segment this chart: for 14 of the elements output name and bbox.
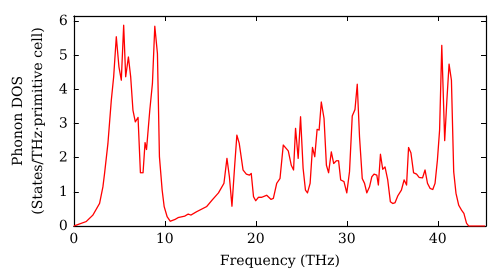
y-tick-label: 0	[58, 218, 68, 234]
y-axis-title: Phonon DOS (States/THz·primitive cell)	[10, 27, 46, 215]
y-tick-label: 3	[58, 116, 68, 132]
x-tick-label: 40	[428, 231, 447, 247]
y-tick-label: 4	[58, 81, 68, 98]
y-tick-label: 6	[58, 13, 68, 30]
x-tick-label: 20	[246, 231, 265, 247]
x-tick-label: 10	[156, 231, 174, 247]
y-tick-label: 2	[58, 150, 68, 166]
x-tick-label: 30	[338, 231, 356, 247]
x-axis-title: Frequency (THz)	[220, 252, 340, 269]
x-tick-label: 0	[69, 231, 78, 247]
y-tick-label: 1	[58, 184, 68, 200]
y-tick-label: 5	[58, 47, 68, 64]
